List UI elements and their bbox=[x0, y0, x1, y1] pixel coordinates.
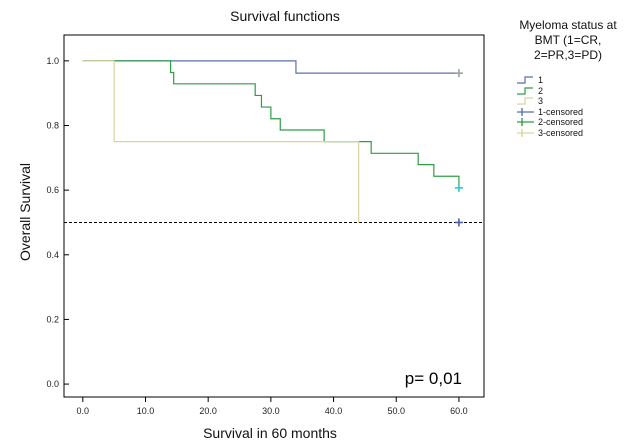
plot-area-frame bbox=[63, 34, 485, 398]
legend-label: 3 bbox=[538, 96, 544, 107]
y-tick-label: 0.4 bbox=[46, 250, 59, 260]
y-tick-label: 0.2 bbox=[46, 314, 59, 324]
x-tick-label: 30.0 bbox=[262, 406, 280, 416]
legend-censor-swatch bbox=[517, 128, 534, 137]
legend-step-swatch bbox=[517, 76, 533, 84]
x-axis: 0.0 10.0 20.0 30.0 40.0 50.0 60.0 bbox=[77, 397, 468, 416]
y-tick-label: 1.0 bbox=[46, 56, 59, 66]
legend-item-1: 1 bbox=[516, 75, 630, 86]
legend-label: 3-censored bbox=[538, 127, 584, 138]
legend-item-3: 3 bbox=[516, 96, 630, 107]
series-layer bbox=[82, 60, 463, 227]
legend-items: 1 2 3 1-censored 2-censored 3-censored bbox=[516, 75, 630, 138]
legend-label: 1 bbox=[538, 75, 544, 86]
series-3-survival-line bbox=[82, 60, 360, 223]
legend-item-1-censored: 1-censored bbox=[516, 107, 630, 118]
legend-censor-swatch bbox=[517, 107, 534, 116]
legend-step-swatch bbox=[517, 97, 533, 105]
y-tick-label: 0.6 bbox=[46, 185, 59, 195]
x-tick-label: 40.0 bbox=[325, 406, 343, 416]
legend-step-swatch bbox=[517, 87, 533, 95]
series-3-censor-marker bbox=[454, 218, 463, 227]
series-2-censor-marker bbox=[454, 183, 463, 192]
legend-label: 2 bbox=[538, 85, 544, 96]
series-1-survival-line bbox=[82, 60, 459, 74]
legend-label: 1-censored bbox=[538, 106, 584, 117]
series-2-survival-line bbox=[82, 60, 460, 188]
series-1-censor-marker bbox=[454, 69, 463, 78]
legend-item-3-censored: 3-censored bbox=[516, 128, 630, 139]
legend-censor-swatch bbox=[517, 118, 534, 127]
x-tick-label: 50.0 bbox=[387, 406, 405, 416]
legend-item-2-censored: 2-censored bbox=[516, 117, 630, 128]
chart-title: Survival functions bbox=[230, 8, 340, 24]
y-axis: 0.0 0.2 0.4 0.6 0.8 1.0 bbox=[46, 56, 69, 389]
p-value-annotation: p= 0,01 bbox=[405, 369, 462, 388]
legend-item-2: 2 bbox=[516, 86, 630, 97]
x-axis-label: Survival in 60 months bbox=[203, 425, 337, 441]
legend-label: 2-censored bbox=[538, 117, 584, 128]
x-tick-label: 10.0 bbox=[137, 406, 155, 416]
y-axis-label: Overall Survival bbox=[17, 163, 33, 261]
y-tick-label: 0.8 bbox=[46, 121, 59, 131]
x-tick-label: 20.0 bbox=[199, 406, 217, 416]
x-tick-label: 60.0 bbox=[450, 406, 468, 416]
y-tick-label: 0.0 bbox=[46, 379, 59, 389]
legend: Myeloma status at BMT (1=CR, 2=PR,3=PD) … bbox=[506, 18, 630, 138]
x-tick-label: 0.0 bbox=[77, 406, 90, 416]
legend-title: Myeloma status at BMT (1=CR, 2=PR,3=PD) bbox=[519, 18, 617, 62]
